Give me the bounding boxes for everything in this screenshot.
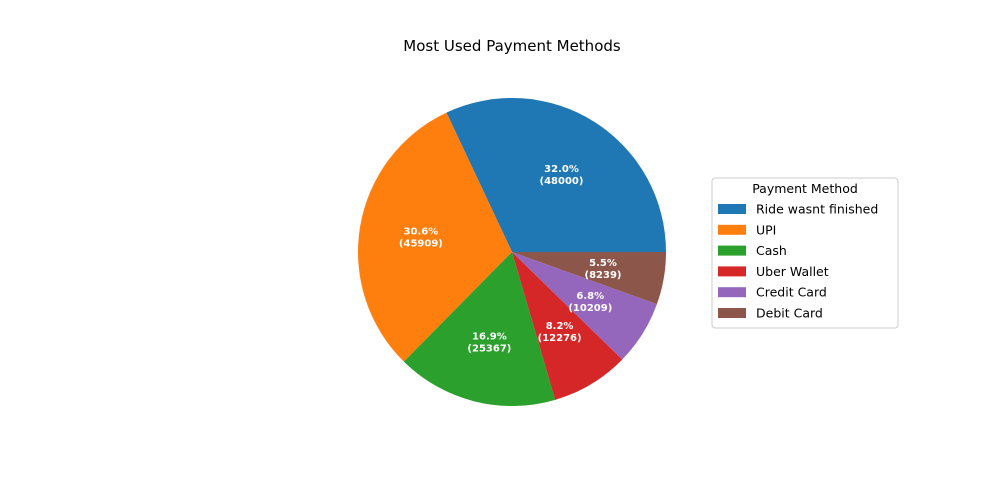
legend-frame (711, 177, 899, 329)
slice-label-uber-wallet: 8.2% (12276) (538, 321, 582, 344)
slice-label-upi: 30.6% (45909) (399, 226, 443, 249)
slice-label-cash: 16.9% (25367) (467, 332, 511, 355)
pie-slices (357, 98, 666, 407)
legend-label-cash: Cash (756, 243, 787, 258)
slice-labels: 32.0% (48000) 30.6% (45909) 16.9% (25367) 8.2%… (399, 164, 622, 355)
legend-label-uber-wallet: Uber Wallet (756, 264, 829, 279)
legend-swatch-cash (718, 245, 746, 256)
slice-ride-wasnt-finished (446, 98, 666, 253)
slice-label-credit-card: 6.8% (10209) (568, 291, 612, 314)
legend-label-ride-wasnt-finished: Ride wasnt finished (756, 202, 878, 217)
chart-title: Most Used Payment Methods (403, 37, 621, 55)
legend-label-upi: UPI (756, 222, 776, 237)
legend-swatch-credit-card (718, 287, 746, 298)
slice-label-ride-wasnt-finished: 32.0% (48000) (540, 164, 584, 187)
legend-title: Payment Method (752, 181, 858, 196)
legend-swatch-debit-card (718, 308, 746, 318)
legend-label-debit-card: Debit Card (756, 306, 823, 321)
slice-credit-card (512, 252, 657, 360)
slice-uber-wallet (512, 252, 623, 400)
slice-upi (357, 112, 512, 362)
legend-swatch-ride-wasnt-finished (718, 204, 746, 214)
legend-swatch-upi (718, 224, 746, 235)
slice-cash (403, 252, 556, 407)
legend-items: Ride wasnt finished UPI Cash Uber Wallet Cre… (718, 202, 878, 321)
legend: Payment Method Ride wasnt finished UPI Cas… (711, 177, 899, 329)
slice-debit-card (512, 252, 666, 305)
slice-label-debit-card: 5.5% (8239) (585, 258, 622, 281)
legend-swatch-uber-wallet (718, 266, 746, 277)
legend-label-credit-card: Credit Card (756, 285, 827, 300)
